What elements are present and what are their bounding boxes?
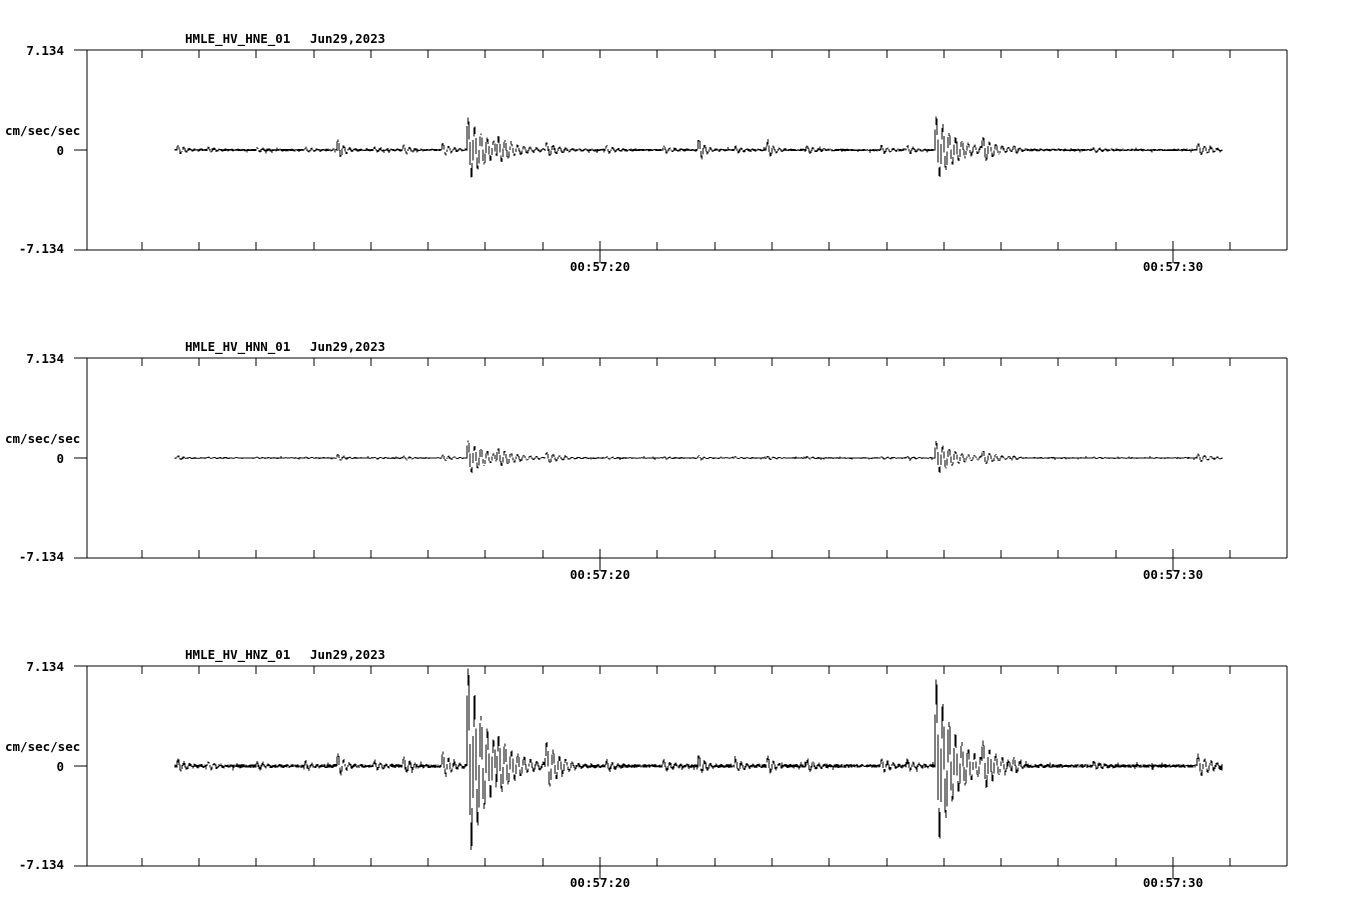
waveform-plot-hne (74, 49, 1288, 263)
y-axis-zero-label: 0 (56, 451, 64, 466)
y-axis-max-label: 7.134 (26, 351, 64, 366)
date-label: Jun29,2023 (310, 339, 386, 354)
seismogram-panel-hnz: HMLE_HV_HNZ_01 Jun29,2023 7.134 cm/sec/s… (0, 616, 1358, 924)
waveform-plot-hnz (74, 665, 1288, 879)
seismogram-panel-hnn: HMLE_HV_HNN_01 Jun29,2023 7.134 cm/sec/s… (0, 308, 1358, 616)
station-channel-label: HMLE_HV_HNE_01 (185, 31, 291, 46)
y-axis-units-label: cm/sec/sec (5, 123, 81, 138)
y-axis-max-label: 7.134 (26, 659, 64, 674)
date-label: Jun29,2023 (310, 647, 386, 662)
y-axis-zero-label: 0 (56, 759, 64, 774)
time-tick-label: 00:57:20 (569, 259, 631, 274)
waveform-plot-hnn (74, 357, 1288, 571)
y-axis-min-label: -7.134 (18, 549, 64, 564)
station-channel-label: HMLE_HV_HNN_01 (185, 339, 291, 354)
y-axis-zero-label: 0 (56, 143, 64, 158)
time-tick-label: 00:57:30 (1142, 259, 1204, 274)
y-axis-min-label: -7.134 (18, 857, 64, 872)
time-tick-label: 00:57:30 (1142, 875, 1204, 890)
time-tick-label: 00:57:20 (569, 567, 631, 582)
time-tick-label: 00:57:30 (1142, 567, 1204, 582)
seismogram-panel-hne: HMLE_HV_HNE_01 Jun29,2023 7.134 cm/sec/s… (0, 0, 1358, 308)
date-label: Jun29,2023 (310, 31, 386, 46)
y-axis-units-label: cm/sec/sec (5, 431, 81, 446)
y-axis-units-label: cm/sec/sec (5, 739, 81, 754)
y-axis-min-label: -7.134 (18, 241, 64, 256)
time-tick-label: 00:57:20 (569, 875, 631, 890)
station-channel-label: HMLE_HV_HNZ_01 (185, 647, 291, 662)
y-axis-max-label: 7.134 (26, 43, 64, 58)
